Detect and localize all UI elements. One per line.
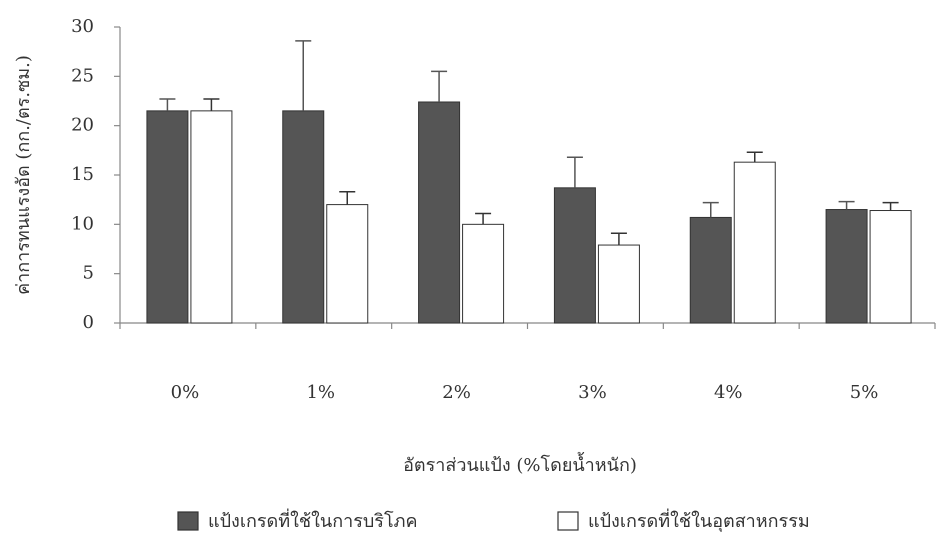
bar [146, 110, 189, 324]
error-bar [838, 200, 855, 210]
y-tick-label: 30 [71, 16, 94, 37]
y-tick-label: 0 [83, 312, 94, 333]
error-bar [203, 98, 220, 111]
bar [825, 209, 868, 324]
error-bar [431, 70, 448, 102]
y-tick-label: 5 [83, 263, 94, 284]
error-bar [746, 151, 763, 163]
x-tick-label: 4% [714, 382, 743, 403]
error-bar [882, 201, 899, 211]
x-tick-label: 5% [850, 382, 879, 403]
bar [689, 216, 732, 324]
error-bar [702, 201, 719, 218]
error-bar [566, 156, 583, 188]
bar [282, 110, 325, 324]
x-tick-label: 2% [442, 382, 471, 403]
error-bar [339, 191, 356, 205]
error-bar [295, 40, 312, 111]
x-tick-label: 0% [171, 382, 200, 403]
y-tick-label: 25 [71, 65, 94, 86]
bar [597, 244, 640, 324]
legend-label: แป้งเกรดที่ใช้ในอุตสาหกรรม [588, 508, 810, 532]
error-bar [475, 212, 492, 225]
y-tick-label: 20 [71, 115, 94, 136]
y-axis-title: ค่าการทนแรงอัด (กก./ตร.ซม.) [13, 55, 34, 295]
bar [553, 187, 596, 324]
bar [326, 204, 369, 324]
y-tick-label: 15 [71, 164, 94, 185]
error-bar [610, 232, 627, 246]
x-tick-label: 1% [306, 382, 335, 403]
bar [418, 101, 461, 324]
legend-label: แป้งเกรดที่ใช้ในการบริโภค [208, 508, 418, 532]
x-axis-title: อัตราส่วนแป้ง (%โดยน้ำหนัก) [403, 452, 637, 476]
error-bar [159, 98, 176, 111]
y-tick-label: 10 [71, 213, 94, 234]
bar [462, 223, 505, 324]
legend-swatch [557, 511, 579, 531]
bar [733, 161, 776, 324]
x-tick-label: 3% [578, 382, 607, 403]
legend-swatch [177, 511, 199, 531]
bar [869, 210, 912, 324]
bar [190, 110, 233, 324]
